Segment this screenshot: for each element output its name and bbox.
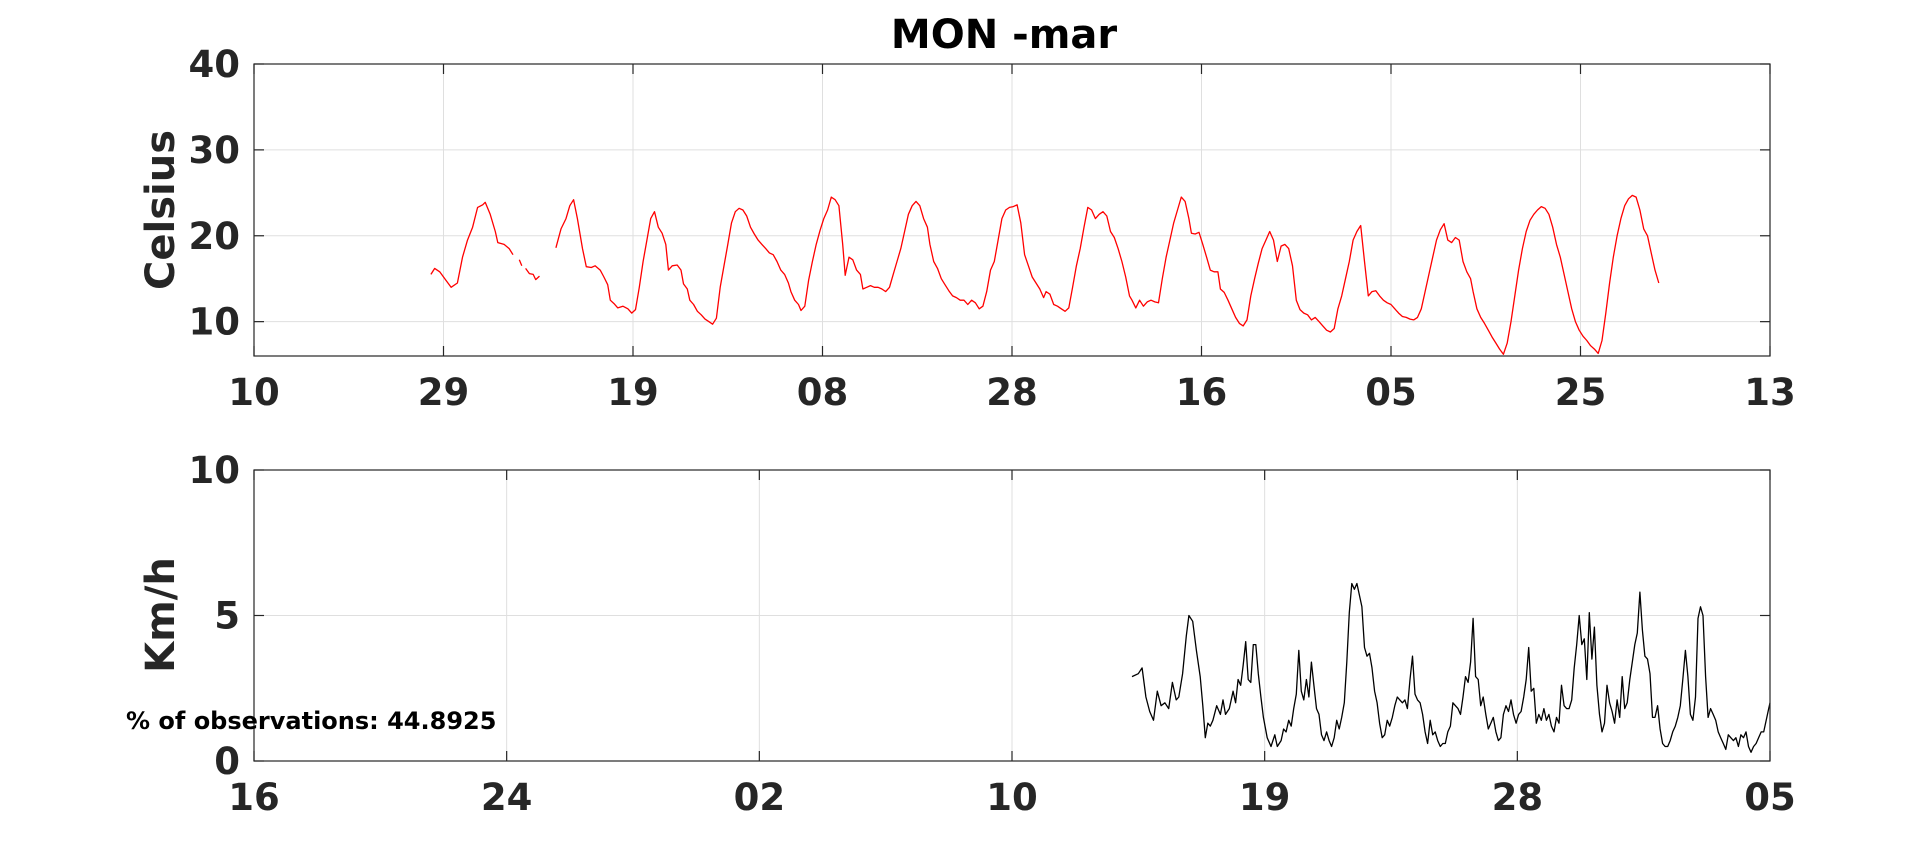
y-tick-label: 10 [189, 449, 241, 492]
observations-note: % of observations: 44.8925 [126, 707, 496, 735]
temperature-series-line [430, 194, 1660, 355]
x-tick-label: 16 [228, 776, 280, 819]
x-tick-label: 08 [797, 371, 849, 414]
x-tick-label: 05 [1744, 776, 1796, 819]
y-tick-label: 40 [189, 43, 241, 86]
y-axis-label: Celsius [138, 130, 184, 290]
figure-title: MON -mar [891, 12, 1117, 58]
x-tick-label: 16 [1176, 371, 1228, 414]
wind-speed-series-line [1131, 582, 1771, 753]
x-tick-label: 05 [1365, 371, 1417, 414]
y-tick-label: 5 [214, 595, 240, 638]
y-axis-label: Km/h [138, 557, 184, 673]
x-tick-label: 24 [481, 776, 533, 819]
x-tick-label: 19 [1239, 776, 1291, 819]
x-tick-label: 10 [228, 371, 280, 414]
y-tick-label: 10 [189, 301, 241, 344]
x-tick-label: 29 [418, 371, 470, 414]
x-tick-label: 28 [986, 371, 1038, 414]
x-tick-label: 25 [1555, 371, 1607, 414]
x-tick-label: 13 [1744, 371, 1796, 414]
y-tick-label: 0 [214, 740, 240, 783]
y-tick-label: 30 [189, 129, 241, 172]
temperature-panel: 10 29 19 08 28 16 05 25 13 10 20 30 40 Celsius [138, 43, 1796, 414]
x-tick-label: 10 [986, 776, 1038, 819]
x-tick-label: 28 [1492, 776, 1544, 819]
x-tick-label: 02 [734, 776, 786, 819]
y-tick-label: 20 [189, 215, 241, 258]
x-tick-label: 19 [607, 371, 659, 414]
